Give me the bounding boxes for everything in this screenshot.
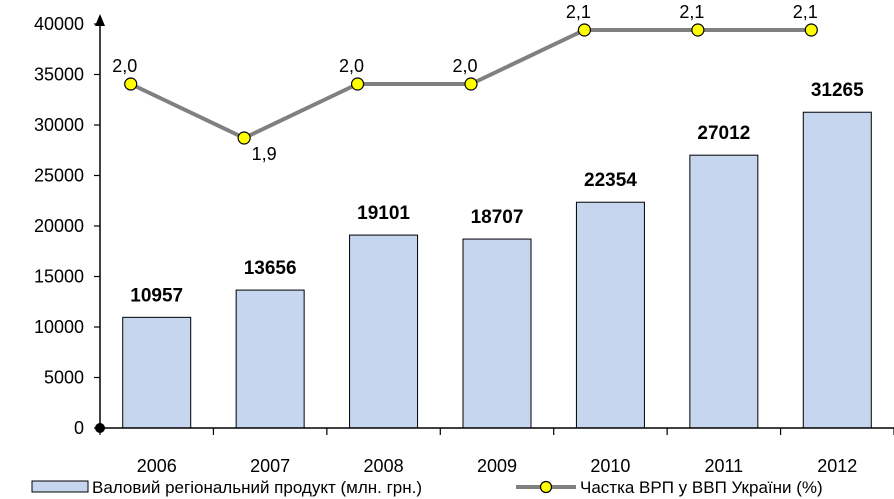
bar-data-label: 10957 (130, 285, 183, 306)
y-tick-label: 20000 (34, 216, 84, 236)
line-marker (237, 131, 251, 145)
x-tick-label: 2008 (364, 456, 404, 476)
line-data-label: 2,1 (793, 2, 818, 22)
y-tick-label: 35000 (34, 65, 84, 85)
bar-data-label: 19101 (357, 203, 410, 224)
bar (802, 111, 872, 429)
y-tick-label: 30000 (34, 115, 84, 135)
x-tick-label: 2006 (137, 456, 177, 476)
bar (122, 316, 192, 429)
line-marker (691, 23, 705, 37)
line-data-label: 2,1 (566, 2, 591, 22)
bar-data-label: 31265 (811, 80, 864, 101)
legend-bar-label: Валовий регіональний продукт (млн. грн.) (92, 478, 422, 497)
line-marker (804, 23, 818, 37)
bar (235, 289, 305, 429)
legend-bar-swatch (31, 480, 89, 493)
line-layer (124, 23, 818, 145)
y-tick-label: 5000 (44, 368, 84, 388)
line-data-label: 2,0 (452, 56, 477, 76)
bar-data-label: 13656 (244, 258, 297, 279)
y-tick-label: 0 (74, 418, 84, 438)
y-tick-label: 10000 (34, 317, 84, 337)
y-tick-label: 40000 (34, 14, 84, 34)
bar (689, 154, 759, 429)
line-data-label: 2,0 (112, 56, 137, 76)
axes-layer: 0 5000 10000 15000 20000 25000 30000 35000 40000… (34, 14, 894, 476)
line-data-label: 2,0 (339, 56, 364, 76)
x-tick-label: 2011 (704, 456, 743, 476)
y-axis-arrow (95, 14, 105, 26)
bar (575, 201, 645, 429)
bar-data-label: 18707 (471, 207, 524, 228)
y-tick-label: 25000 (34, 166, 84, 186)
line-marker (464, 77, 478, 91)
bar (462, 238, 532, 429)
x-tick-label: 2007 (250, 456, 290, 476)
x-tick-label: 2012 (817, 456, 857, 476)
legend: Валовий регіональний продукт (млн. грн.)… (31, 478, 823, 497)
legend-line-marker (539, 480, 553, 494)
labels-layer: 10957 13656 19101 18707 22354 27012 31265 2,0 1,… (112, 2, 864, 306)
line-marker (577, 23, 592, 37)
line-data-label: 1,9 (252, 144, 277, 164)
bars-layer (122, 111, 872, 429)
bar-data-label: 22354 (584, 170, 637, 191)
line-marker (124, 77, 138, 91)
x-tick-label: 2009 (477, 456, 517, 476)
line-marker (350, 77, 365, 91)
legend-line-label: Частка ВРП у ВВП України (%) (580, 478, 823, 497)
y-tick-label: 15000 (34, 267, 84, 287)
x-tick-label: 2010 (590, 456, 630, 476)
bar-data-label: 27012 (697, 123, 750, 144)
line-data-label: 2,1 (679, 2, 704, 22)
bar (349, 234, 419, 429)
